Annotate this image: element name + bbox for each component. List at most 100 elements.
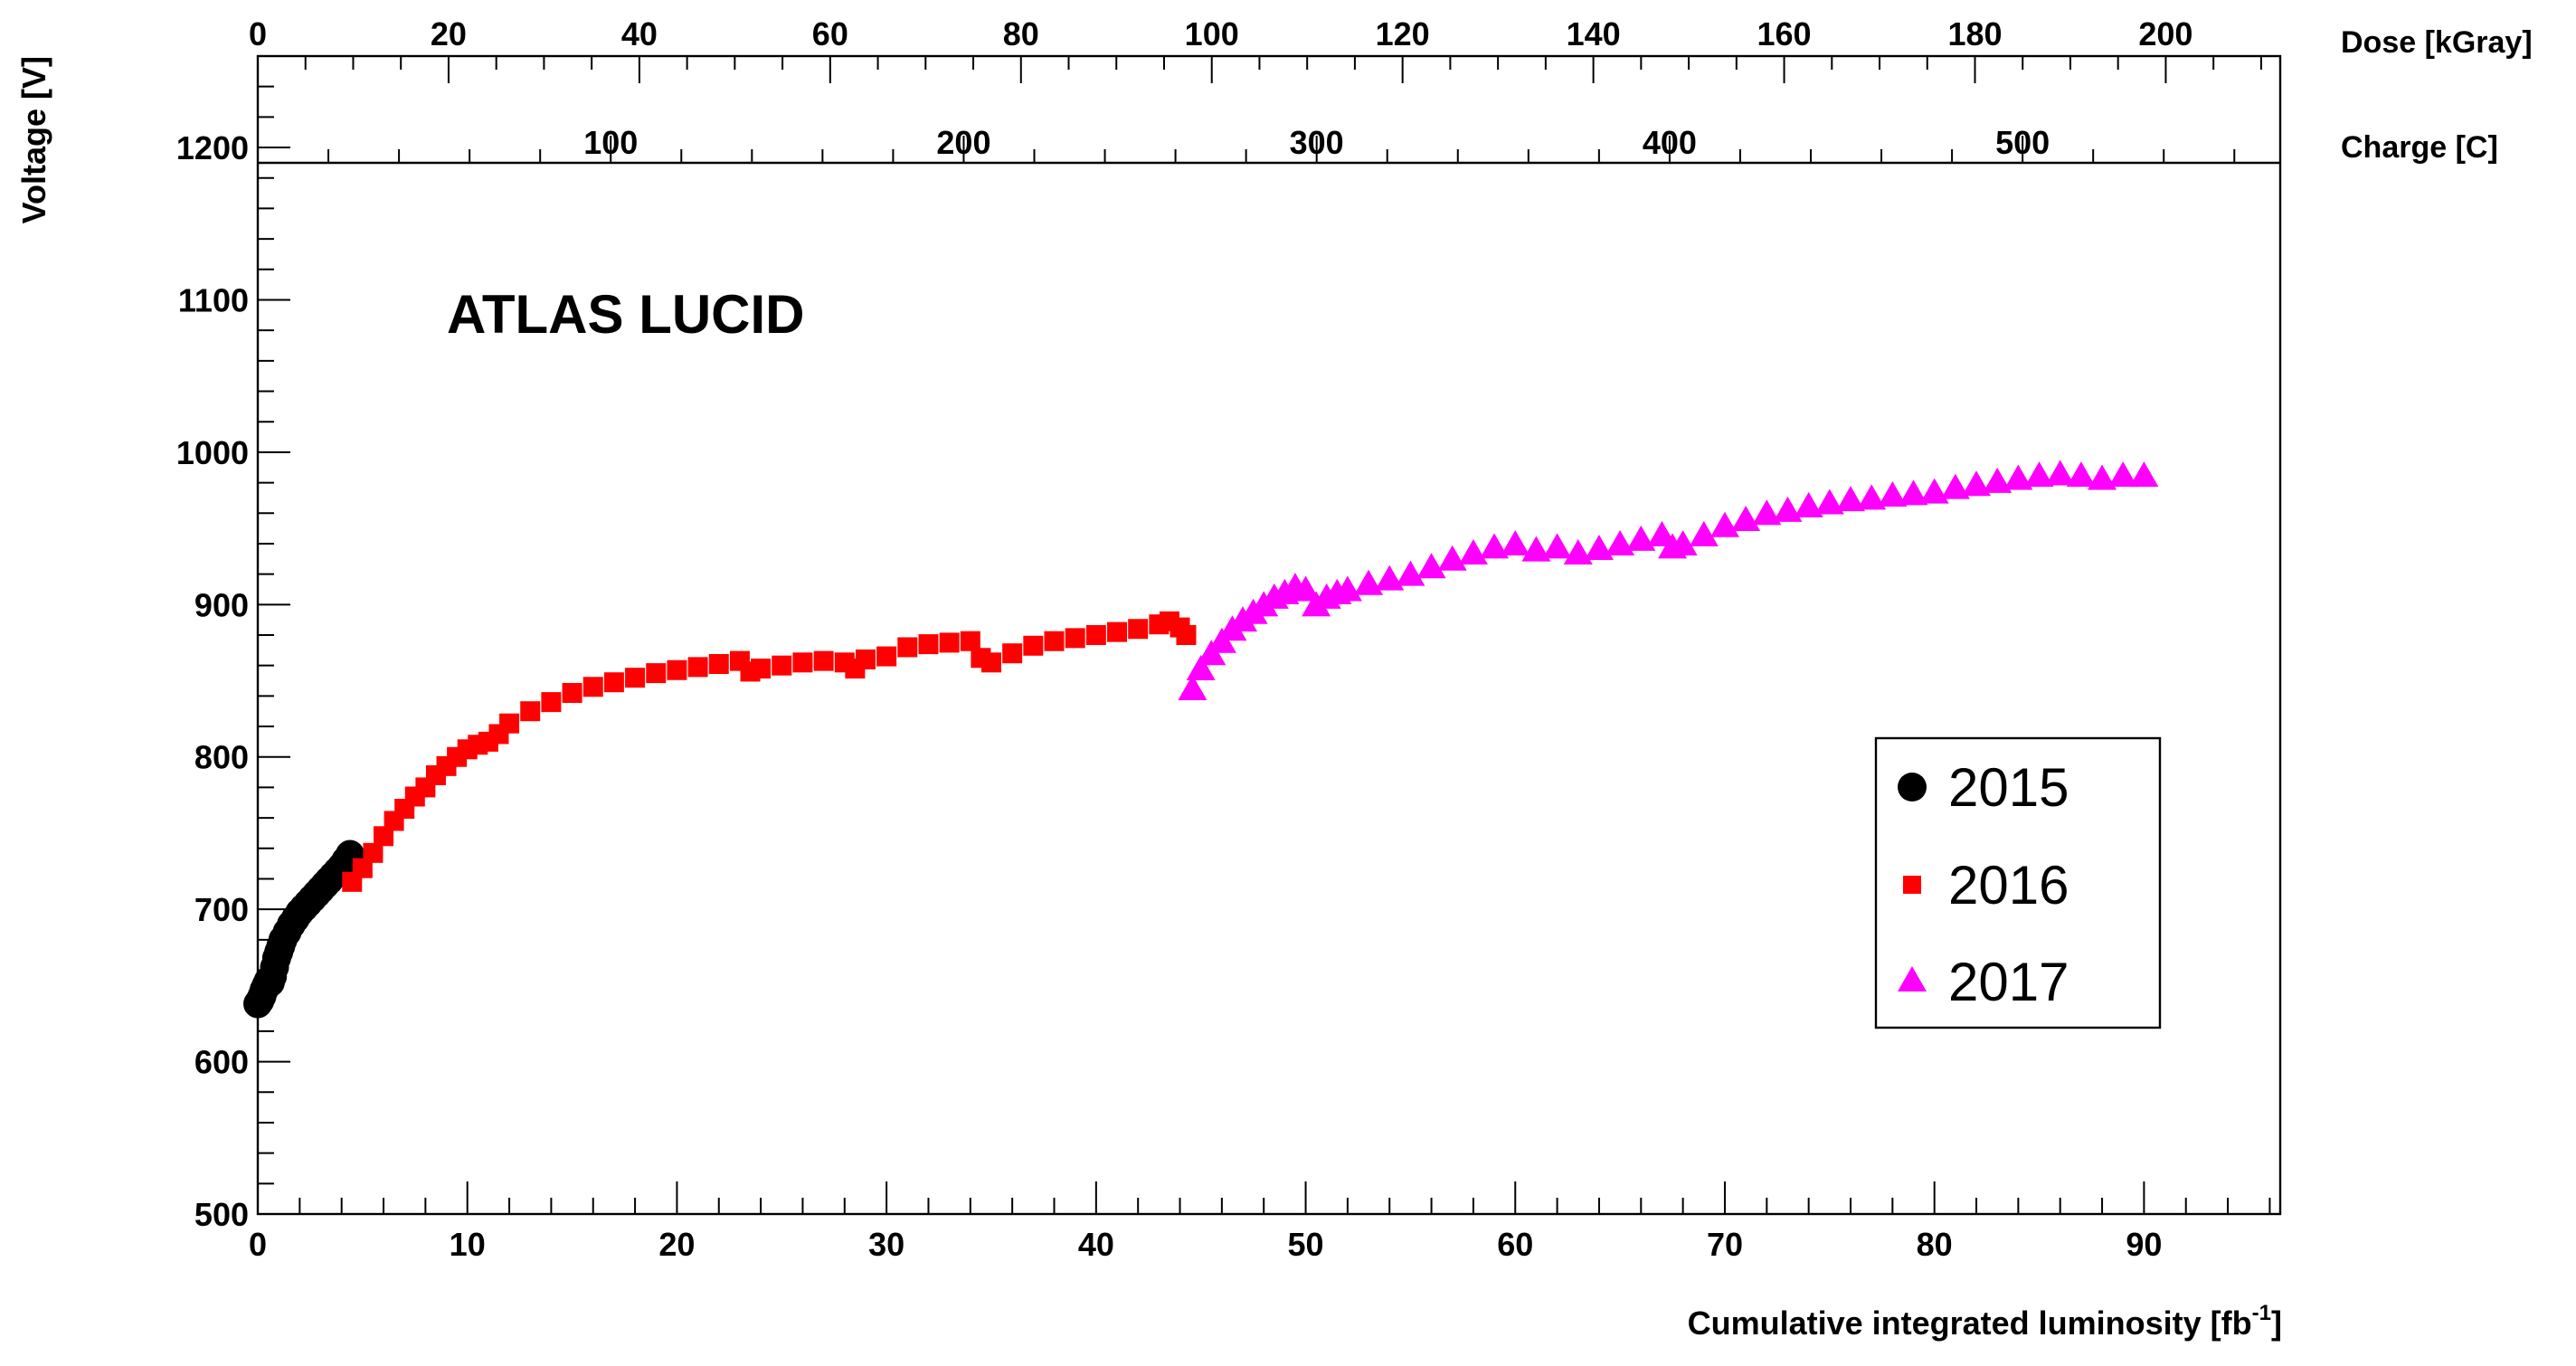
data-point-2016 — [1128, 619, 1149, 640]
data-point-2017 — [2088, 464, 2117, 490]
data-points — [243, 460, 2159, 1019]
data-point-2016 — [1085, 625, 1106, 645]
dose-tick-label: 200 — [2138, 15, 2192, 52]
data-point-2016 — [813, 650, 834, 671]
data-point-2016 — [751, 659, 772, 679]
x-tick-label: 60 — [1497, 1226, 1533, 1263]
data-point-2016 — [646, 663, 667, 684]
y-tick-label: 700 — [194, 891, 249, 928]
x-tick-label: 40 — [1078, 1226, 1114, 1263]
data-point-2017 — [1416, 553, 1446, 579]
x-axis-label: Cumulative integrated luminosity [fb-1] — [1688, 1301, 2282, 1342]
dose-tick-label: 180 — [1947, 15, 2002, 52]
data-point-2017 — [1940, 473, 1970, 499]
data-point-2017 — [2024, 461, 2054, 488]
dose-axis-label: Dose [kGray] — [2341, 25, 2533, 60]
x-axis-label-text: Cumulative integrated luminosity [fb — [1688, 1304, 2252, 1342]
dose-tick-label: 40 — [621, 15, 658, 52]
charge-axis-label: Charge [C] — [2341, 130, 2498, 165]
data-point-2017 — [1375, 564, 1405, 591]
y-tick-label: 600 — [194, 1044, 249, 1081]
data-point-2016 — [897, 637, 918, 658]
dose-tick-label: 20 — [431, 15, 467, 52]
legend-marker-2017 — [1898, 966, 1927, 991]
data-point-2017 — [1458, 539, 1488, 565]
legend-marker-2016 — [1903, 876, 1921, 894]
data-point-2017 — [1626, 525, 1656, 551]
x-tick-label: 20 — [658, 1226, 695, 1263]
data-point-2017 — [1501, 529, 1530, 555]
axis-tick-labels: 0 10 20 30 40 50 60 70 80 90500600700800900100011… — [176, 15, 2193, 1263]
data-point-2017 — [2066, 461, 2096, 488]
data-point-2016 — [1023, 635, 1044, 656]
data-point-2016 — [939, 632, 960, 653]
data-point-2016 — [541, 692, 562, 713]
data-point-2017 — [1752, 499, 1782, 526]
dose-tick-label: 100 — [1185, 15, 1239, 52]
data-point-2017 — [1814, 489, 1844, 515]
data-point-2017 — [1962, 470, 1992, 497]
data-point-2017 — [1186, 655, 1216, 681]
dose-tick-label: 60 — [812, 15, 848, 52]
data-point-2016 — [855, 649, 876, 669]
x-tick-label: 30 — [868, 1226, 904, 1263]
y-tick-label: 900 — [194, 586, 249, 623]
data-point-2016 — [363, 842, 384, 863]
legend-label-2016: 2016 — [1948, 855, 2069, 915]
data-point-2016 — [876, 646, 897, 667]
x-tick-label: 0 — [249, 1226, 267, 1263]
data-point-2016 — [352, 858, 373, 878]
data-point-2016 — [708, 654, 729, 674]
x-axis-label-close: ] — [2271, 1304, 2282, 1342]
data-point-2016 — [582, 677, 603, 697]
dose-tick-label: 80 — [1003, 15, 1039, 52]
dose-tick-label: 120 — [1376, 15, 1430, 52]
data-point-2016 — [374, 826, 394, 847]
x-tick-label: 70 — [1707, 1226, 1743, 1263]
y-tick-label: 1000 — [176, 434, 249, 471]
chart-title: ATLAS LUCID — [447, 284, 805, 345]
data-point-2017 — [1899, 479, 1928, 506]
data-point-2016 — [792, 652, 813, 673]
legend-label-2017: 2017 — [1948, 952, 2069, 1012]
x-tick-label: 90 — [2126, 1226, 2162, 1263]
data-point-2016 — [1107, 621, 1128, 642]
data-point-2017 — [1584, 535, 1614, 560]
data-point-2017 — [1521, 536, 1551, 562]
data-point-2016 — [687, 657, 708, 678]
charge-tick-label: 200 — [936, 124, 990, 161]
charge-tick-label: 500 — [1995, 124, 2050, 161]
data-point-2017 — [1689, 520, 1719, 546]
data-point-2016 — [562, 683, 582, 703]
x-tick-label: 80 — [1917, 1226, 1953, 1263]
data-point-2017 — [1983, 467, 2012, 493]
data-point-2017 — [1878, 481, 1908, 508]
data-point-2017 — [1542, 533, 1572, 559]
y-tick-label: 800 — [194, 739, 249, 776]
data-point-2017 — [1563, 539, 1593, 565]
data-point-2017 — [1709, 511, 1739, 537]
data-point-2016 — [980, 652, 1001, 673]
charge-tick-label: 400 — [1643, 124, 1697, 161]
data-point-2016 — [1065, 628, 1085, 649]
legend-marker-2015 — [1898, 773, 1927, 802]
data-point-2017 — [1291, 575, 1321, 602]
data-point-2017 — [1178, 674, 1208, 700]
legend-label-2015: 2015 — [1948, 757, 2069, 818]
data-point-2016 — [625, 668, 646, 688]
data-point-2017 — [2129, 461, 2159, 488]
x-tick-label: 50 — [1288, 1226, 1324, 1263]
x-axis-label-superscript: -1 — [2252, 1301, 2271, 1325]
axis-ticks — [257, 55, 2271, 1215]
data-point-2017 — [1835, 486, 1865, 512]
data-point-2016 — [918, 634, 939, 655]
data-point-2017 — [1857, 484, 1887, 510]
data-point-2016 — [960, 631, 980, 651]
data-point-2017 — [1919, 478, 1949, 504]
data-point-2016 — [772, 655, 792, 676]
y-tick-label: 1200 — [176, 129, 249, 166]
data-point-2017 — [1794, 491, 1823, 517]
data-point-2016 — [603, 672, 624, 693]
data-point-2017 — [1605, 529, 1635, 555]
